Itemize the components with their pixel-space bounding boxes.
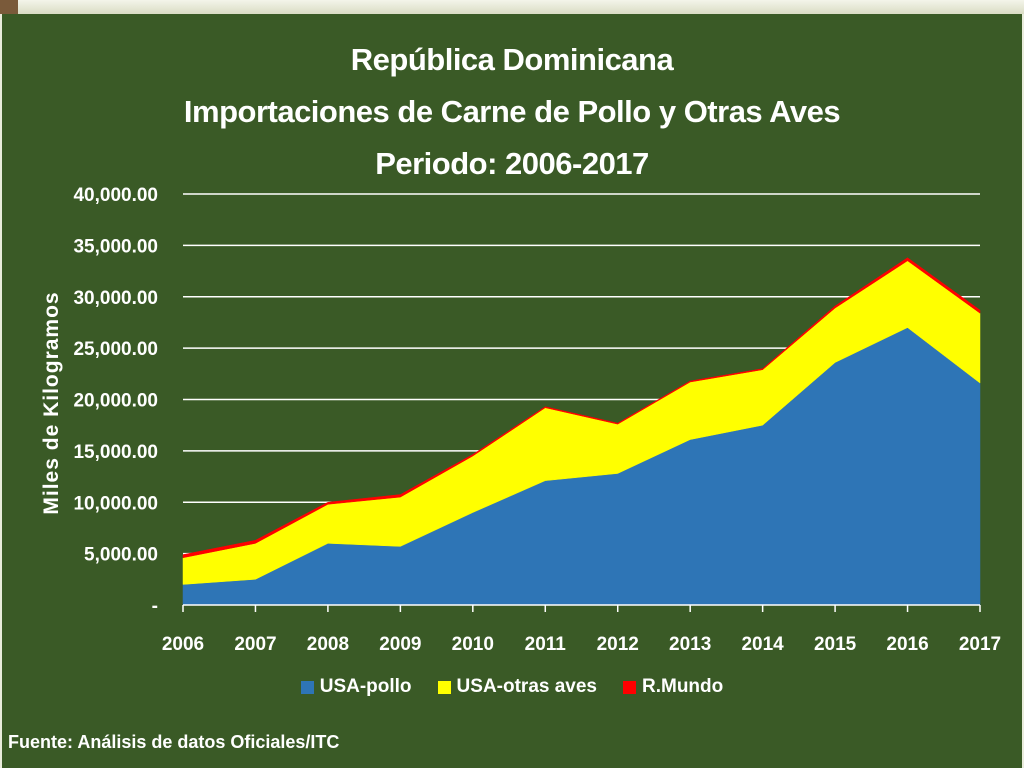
x-tick-label: 2007	[234, 634, 276, 655]
legend-swatch-r-mundo	[623, 680, 636, 694]
source-note: Fuente: Análisis de datos Oficiales/ITC	[8, 732, 340, 752]
x-tick-label: 2011	[525, 634, 567, 655]
y-tick-label: 25,000.00	[73, 339, 158, 360]
chart-title-line-3: Periodo: 2006-2017	[375, 146, 649, 181]
chart-title-line-1: República Dominicana	[350, 42, 674, 77]
x-tick-label: 2013	[669, 634, 711, 655]
y-tick-label: -	[152, 596, 158, 617]
y-tick-label: 35,000.00	[73, 236, 158, 257]
x-tick-label: 2009	[379, 634, 421, 655]
slide-corner-decoration	[0, 0, 18, 14]
slide-top-strip	[0, 0, 1024, 14]
legend-item-usa-pollo: USA-pollo	[300, 676, 412, 698]
x-tick-label: 2014	[741, 634, 784, 655]
legend-item-r-mundo: R.Mundo	[623, 676, 723, 698]
y-tick-label: 20,000.00	[73, 391, 158, 412]
x-tick-label: 2017	[959, 634, 1001, 655]
x-tick-label: 2006	[162, 634, 204, 655]
legend-label-usa-pollo: USA-pollo	[319, 676, 412, 697]
y-axis-label-text: Miles de Kilogramos	[40, 291, 63, 515]
y-tick-label: 5,000.00	[84, 545, 158, 566]
x-tick-label: 2008	[307, 634, 349, 655]
legend-label-r-mundo: R.Mundo	[642, 676, 724, 697]
legend-swatch-usa-pollo	[300, 680, 314, 694]
legend-item-usa-otras-aves: USA-otras aves	[437, 676, 597, 698]
chart-title-line-2: Importaciones de Carne de Pollo y Otras …	[183, 94, 841, 129]
legend-label-usa-otras-aves: USA-otras aves	[456, 676, 597, 697]
area-series-r-mundo	[182, 257, 981, 559]
legend: USA-pollo USA-otras aves R.Mundo	[0, 676, 1024, 698]
x-tick-label: 2016	[886, 634, 928, 655]
y-tick-label: 30,000.00	[73, 288, 158, 309]
x-tick-label: 2015	[814, 634, 857, 655]
x-tick-label: 2010	[452, 634, 494, 655]
y-tick-label: 15,000.00	[73, 442, 158, 463]
legend-swatch-usa-otras-aves	[437, 680, 451, 694]
y-tick-label: 10,000.00	[73, 493, 158, 514]
x-tick-label: 2012	[597, 634, 639, 655]
y-tick-label: 40,000.00	[73, 185, 158, 206]
